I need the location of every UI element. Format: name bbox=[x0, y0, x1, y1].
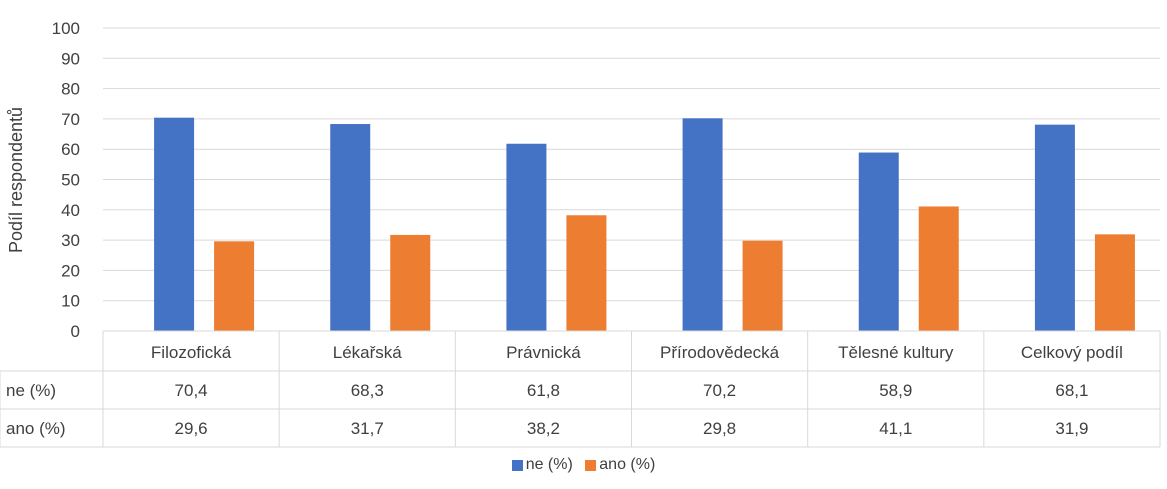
y-tick-labels: 0 10 20 30 40 50 60 70 80 90 100 bbox=[52, 19, 80, 341]
y-tick-label: 50 bbox=[61, 171, 80, 190]
bar-ano bbox=[1094, 234, 1135, 331]
category-label: Přírodovědecká bbox=[660, 343, 780, 362]
legend: ne (%) ano (%) bbox=[0, 456, 1167, 476]
category-label: Filozofická bbox=[151, 343, 232, 362]
table-cell: 29,8 bbox=[703, 419, 736, 438]
table-cell: 31,7 bbox=[351, 419, 384, 438]
bar-ano bbox=[918, 206, 959, 331]
legend-item-ano: ano (%) bbox=[585, 456, 655, 474]
y-axis-label: Podíl respondentů bbox=[6, 107, 26, 253]
legend-label-ne: ne (%) bbox=[525, 456, 573, 473]
table-cell: 31,9 bbox=[1055, 419, 1088, 438]
category-label: Lékařská bbox=[333, 343, 403, 362]
bar-ne bbox=[1034, 124, 1075, 331]
table-cell: 38,2 bbox=[527, 419, 560, 438]
legend-item-ne: ne (%) bbox=[511, 456, 573, 474]
table-cell: 41,1 bbox=[879, 419, 912, 438]
bar-ano bbox=[566, 215, 607, 331]
table-cell: 70,2 bbox=[703, 381, 736, 400]
table-cell: 68,3 bbox=[351, 381, 384, 400]
table-row-header: ne (%) bbox=[6, 381, 56, 400]
y-tick-label: 30 bbox=[61, 231, 80, 250]
table-cell: 29,6 bbox=[175, 419, 208, 438]
data-table: Filozofická Lékařská Právnická Přírodovědec… bbox=[0, 330, 1161, 448]
bar-ano bbox=[390, 234, 431, 331]
y-tick-label: 20 bbox=[61, 261, 80, 280]
bar-ne bbox=[682, 118, 723, 331]
table-cell: 58,9 bbox=[879, 381, 912, 400]
category-label: Celkový podíl bbox=[1021, 343, 1123, 362]
bar-ne bbox=[506, 143, 547, 331]
legend-label-ano: ano (%) bbox=[599, 456, 656, 473]
bars bbox=[154, 117, 1135, 332]
y-tick-label: 70 bbox=[61, 110, 80, 129]
y-tick-label: 10 bbox=[61, 292, 80, 311]
table-cell: 68,1 bbox=[1055, 381, 1088, 400]
y-tick-label: 90 bbox=[61, 49, 80, 68]
y-tick-label: 0 bbox=[71, 322, 80, 341]
bar-ano bbox=[742, 240, 783, 331]
y-tick-label: 60 bbox=[61, 140, 80, 159]
legend-swatch-ano bbox=[585, 459, 597, 471]
category-label: Právnická bbox=[506, 343, 581, 362]
gridlines bbox=[103, 27, 1160, 332]
bar-ano bbox=[214, 241, 255, 331]
chart: 0 10 20 30 40 50 60 70 80 90 100 Podíl respondentů… bbox=[0, 19, 1161, 448]
legend-swatch-ne bbox=[511, 459, 523, 471]
y-tick-label: 80 bbox=[61, 80, 80, 99]
category-label: Tělesné kultury bbox=[838, 343, 954, 362]
y-tick-label: 40 bbox=[61, 201, 80, 220]
table-cell: 70,4 bbox=[175, 381, 208, 400]
y-tick-label: 100 bbox=[52, 19, 80, 38]
table-cell: 61,8 bbox=[527, 381, 560, 400]
bar-ne bbox=[154, 117, 195, 331]
bar-ne bbox=[858, 152, 899, 331]
table-row-header: ano (%) bbox=[6, 419, 66, 438]
bar-ne bbox=[330, 124, 371, 332]
